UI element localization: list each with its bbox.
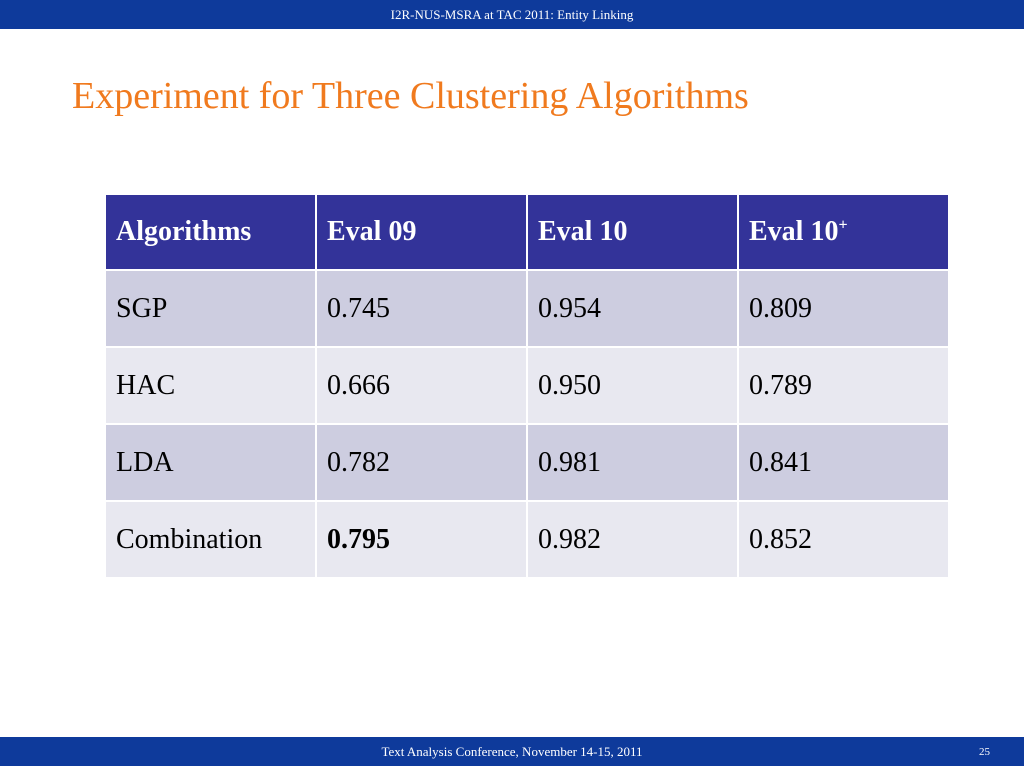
column-header-eval-10-plus: Eval 10+ [737, 193, 950, 271]
table-row-sgp: SGP 0.745 0.954 0.809 [104, 269, 950, 348]
table-row-hac: HAC 0.666 0.950 0.789 [104, 346, 950, 425]
results-table: Algorithms Eval 09 Eval 10 Eval 10+ SGP … [104, 193, 950, 579]
header-text: I2R-NUS-MSRA at TAC 2011: Entity Linking [390, 6, 634, 22]
table-cell: 0.809 [737, 269, 950, 348]
page-number: 25 [979, 745, 990, 758]
superscript-plus: + [838, 216, 848, 234]
table-cell: 0.789 [737, 346, 950, 425]
column-header-eval-09: Eval 09 [315, 193, 528, 271]
slide-title: Experiment for Three Clustering Algorith… [72, 75, 749, 117]
column-header-algorithms: Algorithms [104, 193, 317, 271]
footer-bar: Text Analysis Conference, November 14-15… [0, 737, 1024, 766]
table-cell: LDA [104, 423, 317, 502]
table-cell: 0.745 [315, 269, 528, 348]
table-cell: 0.782 [315, 423, 528, 502]
column-header-eval-10: Eval 10 [526, 193, 739, 271]
table-cell: SGP [104, 269, 317, 348]
table-row-lda: LDA 0.782 0.981 0.841 [104, 423, 950, 502]
table-cell: 0.981 [526, 423, 739, 502]
table-header-row: Algorithms Eval 09 Eval 10 Eval 10+ [104, 193, 950, 271]
table-cell: 0.852 [737, 500, 950, 579]
table-cell: 0.982 [526, 500, 739, 579]
table-row-combination: Combination 0.795 0.982 0.852 [104, 500, 950, 579]
table-cell: 0.666 [315, 346, 528, 425]
table-cell: HAC [104, 346, 317, 425]
table-cell: 0.841 [737, 423, 950, 502]
header-bar: I2R-NUS-MSRA at TAC 2011: Entity Linking [0, 0, 1024, 29]
footer-text: Text Analysis Conference, November 14-15… [381, 743, 643, 759]
table-cell-best-score: 0.795 [315, 500, 528, 579]
table-cell: 0.950 [526, 346, 739, 425]
table-cell: 0.954 [526, 269, 739, 348]
table-cell: Combination [104, 500, 317, 579]
